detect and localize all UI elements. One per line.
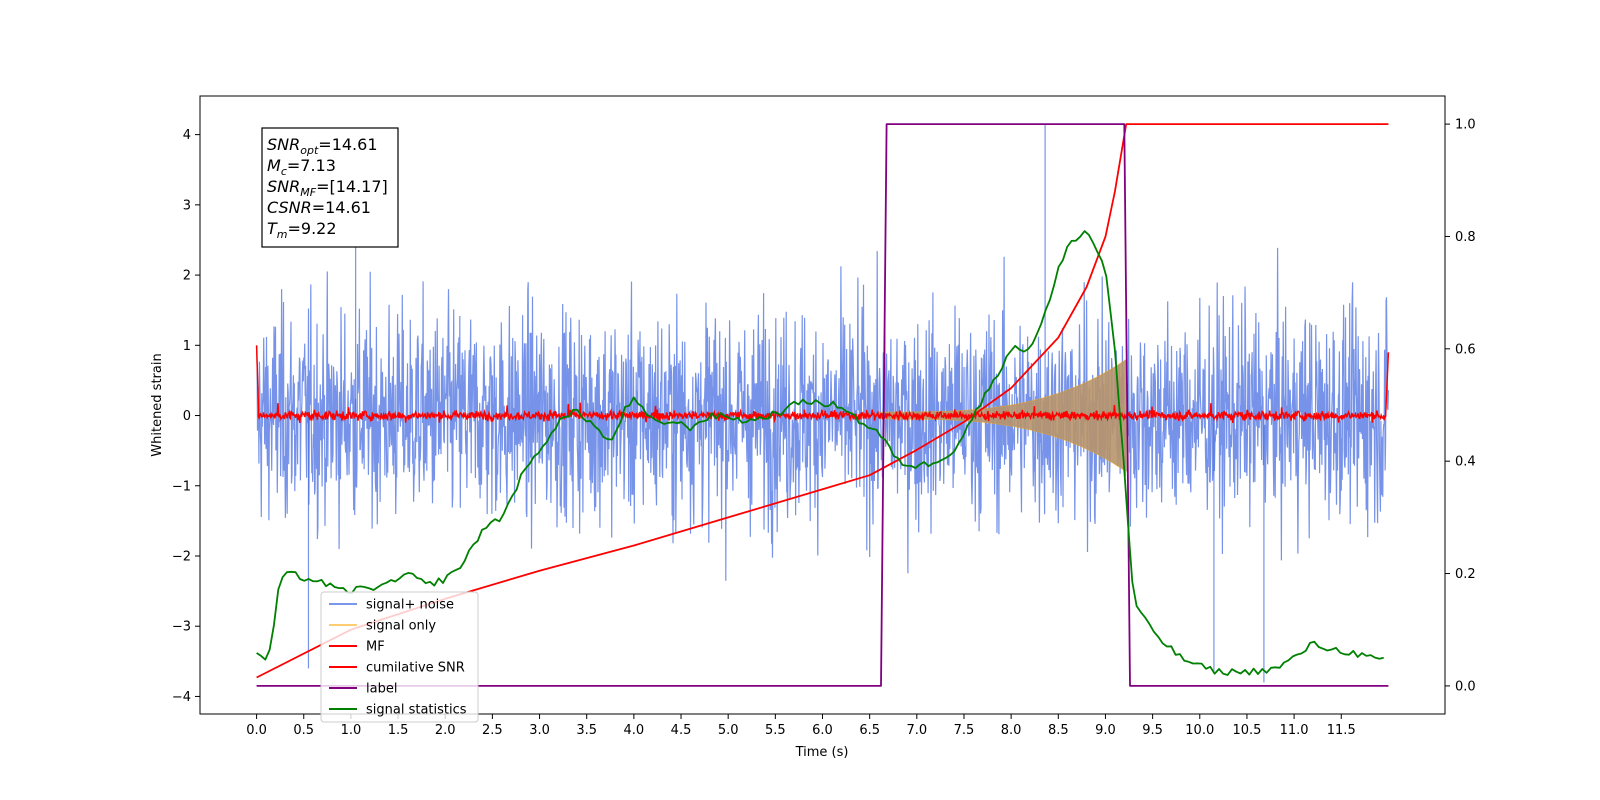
annotation-subscript: m: [277, 228, 288, 241]
signal-noise-line: [256, 247, 1389, 581]
y-axis-title: Whitened strain: [150, 353, 165, 456]
y2-tick-label: 0.2: [1455, 567, 1476, 582]
annotation-value: =[14.17]: [316, 177, 388, 196]
legend-label: cumilative SNR: [366, 661, 465, 676]
x-tick-label: 3.0: [529, 723, 550, 738]
legend: signal+ noise signal only MF cumilative SNR…: [320, 591, 479, 723]
x-tick-label: 5.5: [765, 723, 786, 738]
y-tick-label: 2: [183, 269, 191, 284]
annotation-symbol: M: [267, 156, 281, 175]
x-tick-label: 10.5: [1232, 723, 1261, 738]
y-tick-label: −2: [172, 549, 191, 564]
legend-label: signal only: [366, 619, 436, 634]
annotation-line: SNRopt=14.61: [267, 135, 378, 157]
x-tick-label: 1.0: [341, 723, 362, 738]
x-tick-label: 8.0: [1001, 723, 1022, 738]
annotation-symbol: CSNR: [267, 198, 312, 217]
annotation-value: =14.61: [312, 198, 371, 217]
annotation-value: =7.13: [287, 156, 336, 175]
annotation-line: SNRMF=[14.17]: [267, 177, 388, 199]
x-tick-label: 0.5: [293, 723, 314, 738]
mf-line: [255, 345, 1390, 424]
y2-tick-label: 0.0: [1455, 679, 1476, 694]
cumulative-snr-line: [256, 123, 1389, 679]
y-tick-label: −1: [172, 479, 191, 494]
annotation-value: =14.61: [318, 135, 377, 154]
annotation-line: Mc=7.13: [267, 156, 336, 178]
x-tick-label: 2.5: [482, 723, 503, 738]
annotation-symbol: SNR: [267, 177, 300, 196]
x-tick-label: 4.5: [671, 723, 692, 738]
legend-frame: [320, 591, 479, 723]
y2-tick-label: 1.0: [1455, 118, 1476, 133]
annotation-frame: [261, 127, 399, 248]
x-tick-label: 10.0: [1185, 723, 1214, 738]
annotation-line: CSNR=14.61: [267, 198, 371, 217]
x-axis-title: Time (s): [795, 745, 849, 760]
legend-label: signal statistics: [366, 703, 467, 718]
y-tick-label: −3: [172, 620, 191, 635]
signal-statistics-line: [256, 230, 1384, 676]
x-tick-label: 3.5: [576, 723, 597, 738]
annotation-box: SNRopt=14.61Mc=7.13SNRMF=[14.17]CSNR=14.…: [261, 127, 399, 248]
x-tick-label: 0.0: [246, 723, 267, 738]
plot-area: [255, 123, 1390, 687]
x-tick-label: 7.5: [954, 723, 975, 738]
legend-label: signal+ noise: [366, 598, 454, 613]
y2-tick-label: 0.8: [1455, 230, 1476, 245]
label-line: [256, 123, 1389, 687]
x-tick-label: 6.5: [859, 723, 880, 738]
x-tick-label: 4.0: [624, 723, 645, 738]
x-tick-label: 9.5: [1142, 723, 1163, 738]
x-tick-label: 11.0: [1280, 723, 1309, 738]
y-tick-label: 3: [183, 198, 191, 213]
y-tick-label: 1: [183, 339, 191, 354]
x-tick-label: 8.5: [1048, 723, 1069, 738]
x-tick-label: 11.5: [1327, 723, 1356, 738]
x-tick-label: 7.0: [906, 723, 927, 738]
annotation-subscript: opt: [300, 144, 319, 157]
x-tick-label: 2.0: [435, 723, 456, 738]
y-tick-label: 4: [183, 128, 191, 143]
y2-tick-label: 0.4: [1455, 455, 1476, 470]
annotation-subscript: MF: [300, 186, 316, 199]
annotation-line: Tm=9.22: [267, 219, 337, 241]
legend-label: label: [366, 682, 397, 697]
annotation-symbol: SNR: [267, 135, 300, 154]
x-tick-label: 5.0: [718, 723, 739, 738]
annotation-value: =9.22: [288, 219, 337, 238]
x-tick-label: 9.0: [1095, 723, 1116, 738]
y-tick-label: −4: [172, 690, 191, 705]
x-tick-label: 6.0: [812, 723, 833, 738]
axes-ticks: 0.0 0.5 1.0 1.5 2.0 2.5 3.0 3.5 4.0 4.5 5.0 5.5 6.0 6…: [172, 118, 1476, 738]
x-tick-label: 1.5: [388, 723, 409, 738]
annotation-subscript: c: [281, 165, 287, 178]
y-tick-label: 0: [183, 409, 191, 424]
annotation-symbol: T: [267, 219, 278, 238]
y2-tick-label: 0.6: [1455, 342, 1476, 357]
legend-label: MF: [366, 640, 385, 655]
